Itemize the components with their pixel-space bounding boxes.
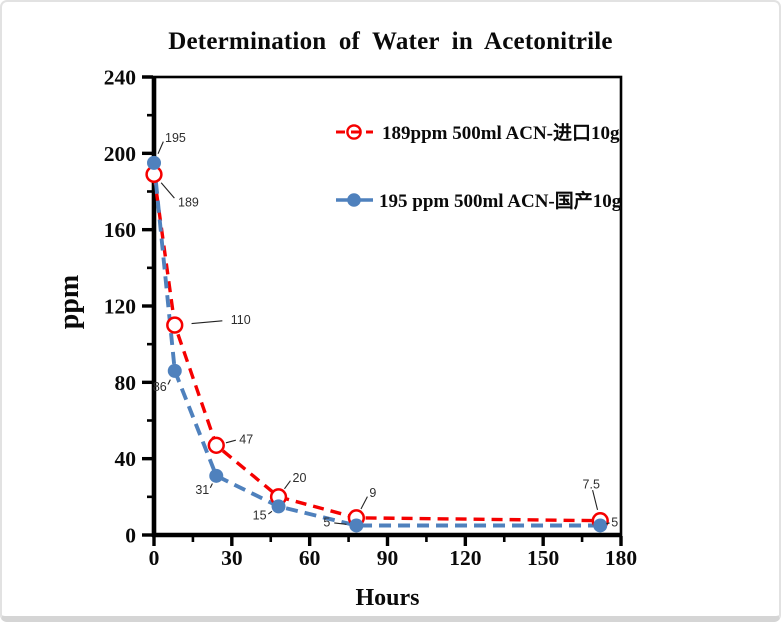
data-point-marker-filled xyxy=(349,518,364,533)
y-tick-label: 40 xyxy=(115,447,137,471)
data-point-label: 9 xyxy=(369,486,376,500)
data-point-label: 5 xyxy=(611,515,618,529)
data-label-leader xyxy=(191,320,223,325)
data-point-label: 47 xyxy=(239,432,253,446)
data-label-leader xyxy=(209,483,213,488)
x-axis-title: Hours xyxy=(355,585,420,611)
legend-marker-open-circle xyxy=(346,124,362,140)
x-tick-label: 30 xyxy=(221,546,243,570)
series-line-1 xyxy=(152,162,601,528)
x-tick-label: 90 xyxy=(377,546,399,570)
data-point-label: 20 xyxy=(293,471,307,485)
y-tick-label: 160 xyxy=(104,218,136,242)
plot-frame xyxy=(152,75,623,537)
data-point-marker-filled xyxy=(147,155,161,170)
y-tick-label: 80 xyxy=(115,371,137,395)
data-point-marker-filled xyxy=(271,499,286,514)
data-point-label: 189 xyxy=(178,195,199,209)
data-point-label: 195 xyxy=(165,131,186,145)
series-line-0 xyxy=(152,174,601,523)
data-label-leader xyxy=(160,182,175,199)
legend-label: 195 ppm 500ml ACN-国产10g xyxy=(379,189,622,212)
data-point-marker-filled xyxy=(593,518,608,533)
data-label-leader xyxy=(334,522,347,525)
x-tick-label: 60 xyxy=(299,546,321,570)
x-tick-label: 180 xyxy=(605,546,637,570)
legend-marker-filled-circle xyxy=(347,193,361,207)
data-point-marker-open xyxy=(207,436,225,454)
data-point-marker-filled xyxy=(209,468,224,483)
data-point-marker-open xyxy=(166,316,184,334)
data-label-leader xyxy=(606,522,610,525)
data-point-marker-filled xyxy=(167,363,182,378)
data-point-label: 31 xyxy=(195,483,209,497)
chart-title: Determination of Water in Acetonitrile xyxy=(168,28,613,55)
x-tick-label: 150 xyxy=(527,546,559,570)
data-label-leader xyxy=(157,141,164,154)
data-label-leader xyxy=(225,439,236,444)
legend-label: 189ppm 500ml ACN-进口10g xyxy=(382,122,620,144)
data-label-leader xyxy=(592,489,599,511)
data-point-label: 5 xyxy=(323,515,330,529)
data-point-label: 110 xyxy=(231,313,251,327)
data-label-leader xyxy=(167,379,171,385)
y-tick-label: 0 xyxy=(125,524,136,548)
y-tick-label: 240 xyxy=(104,66,136,90)
data-point-label: 7.5 xyxy=(583,478,600,492)
y-tick-label: 120 xyxy=(104,295,136,319)
y-tick-label: 200 xyxy=(104,142,136,166)
x-tick-label: 0 xyxy=(149,546,160,570)
data-label-leader xyxy=(360,496,368,510)
data-point-label: 15 xyxy=(253,508,267,522)
data-label-leader xyxy=(284,480,291,490)
x-tick-label: 120 xyxy=(449,546,481,570)
data-label-leader xyxy=(268,510,273,515)
data-point-label: 86 xyxy=(153,380,167,394)
